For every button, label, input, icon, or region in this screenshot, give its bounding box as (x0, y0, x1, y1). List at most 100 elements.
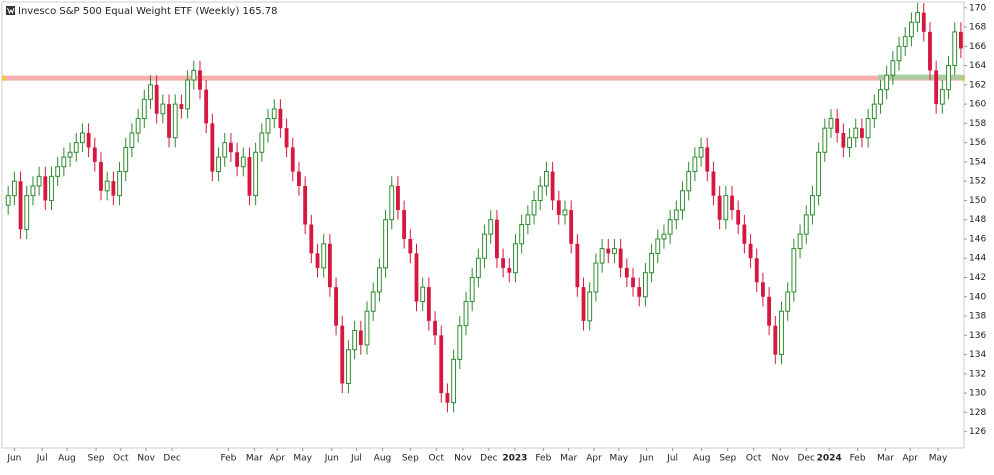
y-tick-label: 144 (969, 254, 986, 264)
x-tick-label: Mar (877, 454, 894, 464)
candle-body (896, 45, 902, 62)
x-tick-label: Oct (429, 454, 445, 464)
candle-body (475, 257, 481, 278)
candle-body (414, 253, 419, 302)
candle-body (135, 118, 141, 134)
candle-body (915, 12, 921, 23)
candle-body (80, 132, 85, 144)
candle-body (271, 108, 277, 120)
candle-body (711, 171, 716, 196)
candle-body (495, 219, 499, 259)
candle-body (433, 320, 437, 336)
candle-body (791, 248, 797, 293)
x-tick-label: May (609, 454, 628, 464)
candle-body (327, 243, 332, 288)
candle-body (216, 156, 221, 173)
candle-body (43, 176, 48, 201)
candle-body (871, 103, 877, 120)
candle-body (754, 258, 759, 283)
x-tick-label: Aug (374, 454, 392, 464)
candle-body (593, 262, 599, 293)
candle-body (797, 233, 803, 250)
candle-body (488, 219, 494, 235)
candle-body (86, 133, 91, 148)
candle-body (537, 185, 543, 201)
y-tick-label: 132 (969, 369, 986, 379)
candle-body (185, 79, 191, 110)
candle-body (111, 181, 116, 196)
candle-body (73, 142, 79, 153)
plot-frame (1, 1, 965, 449)
candle-body (24, 195, 30, 230)
candle-body (364, 310, 370, 346)
x-tick-label: Jun (639, 454, 654, 464)
candle-body (507, 267, 512, 273)
candle-body (556, 200, 561, 215)
candle-body (816, 151, 822, 197)
x-tick-label: Apr (902, 454, 918, 464)
candle-body (240, 156, 246, 168)
candle-body (928, 31, 932, 71)
candle-body (49, 175, 54, 201)
y-tick-label: 138 (969, 312, 986, 322)
candle-body (878, 89, 883, 105)
candle-body (853, 127, 859, 139)
x-tick-label: Aug (693, 454, 711, 464)
candle-body (389, 185, 395, 221)
candle-body (204, 89, 209, 124)
candle-body (30, 185, 36, 197)
candle-body (253, 151, 259, 197)
x-tick-label: Apr (586, 454, 602, 464)
candle-body (661, 233, 667, 240)
candle-body (525, 214, 531, 226)
candle-body (469, 276, 475, 303)
candle-body (99, 161, 103, 191)
y-tick-label: 128 (969, 408, 986, 418)
x-tick-label: Sep (719, 454, 736, 464)
candle-body (439, 335, 444, 394)
logo-glyph (7, 7, 15, 15)
candle-body (451, 358, 457, 404)
y-tick-label: 140 (969, 292, 986, 302)
candle-body (637, 287, 642, 297)
candle-body (767, 296, 772, 326)
x-tick-label: Jun (6, 454, 21, 464)
x-tick-label: Sep (402, 454, 419, 464)
candle-body (803, 214, 809, 235)
candle-body (198, 70, 202, 90)
candle-body (191, 69, 197, 81)
candle-body (612, 248, 617, 254)
candle-body (67, 151, 73, 158)
candle-body (606, 248, 611, 254)
x-tick-label: Oct (746, 454, 762, 464)
candle-body (482, 233, 487, 259)
candle-body (680, 190, 685, 211)
y-tick-label: 150 (969, 196, 986, 206)
candle-body (742, 224, 747, 244)
x-tick-label: Feb (535, 454, 551, 464)
candle-body (172, 103, 178, 139)
candle-body (952, 31, 958, 67)
candle-body (575, 243, 580, 288)
candle-body (810, 195, 815, 216)
x-tick-label: 2023 (502, 454, 527, 464)
y-tick-label: 158 (969, 119, 986, 129)
x-tick-label: Feb (850, 454, 866, 464)
candle-body (698, 146, 704, 158)
candle-body (860, 128, 864, 138)
candle-body (228, 142, 233, 153)
candle-body (779, 310, 784, 356)
candle-body (865, 118, 871, 139)
candle-body (18, 181, 23, 230)
candle-body (686, 171, 692, 192)
x-tick-label: Dec (163, 454, 180, 464)
candle-body (154, 84, 159, 114)
candle-body (290, 147, 295, 172)
x-tick-label: 2024 (817, 454, 842, 464)
candle-body (340, 325, 345, 384)
candle-body (736, 210, 741, 225)
candle-body (278, 108, 283, 129)
candle-body (655, 238, 661, 254)
x-tick-label: Nov (771, 454, 789, 464)
